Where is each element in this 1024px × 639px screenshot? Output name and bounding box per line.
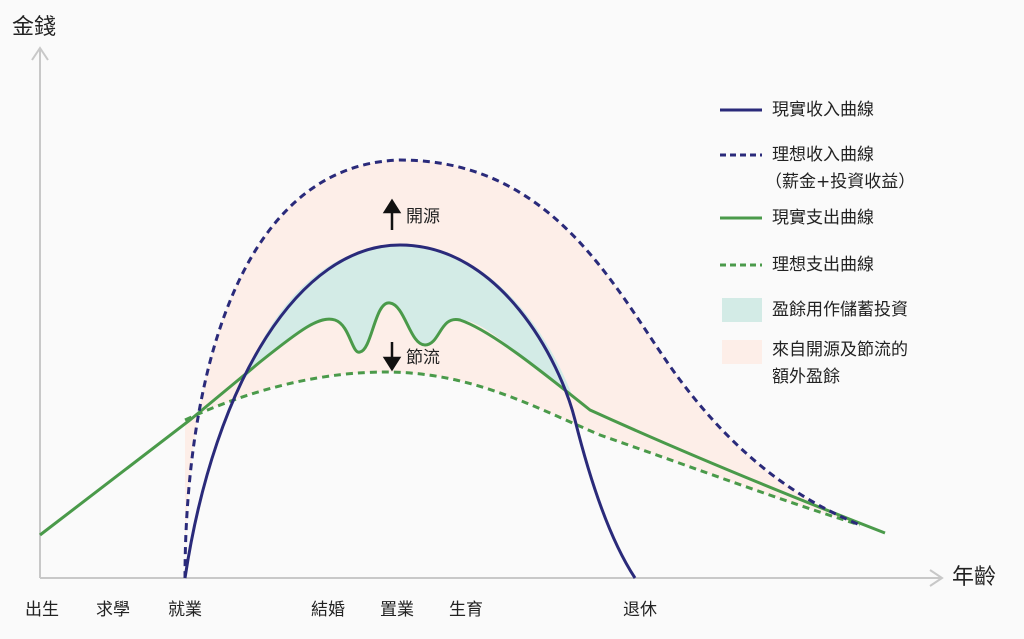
legend-label: 盈餘用作儲蓄投資	[772, 300, 908, 320]
surplus-area	[245, 245, 572, 395]
stage-label: 結婚	[311, 600, 345, 620]
legend-label: 來自開源及節流的	[772, 340, 908, 360]
ideal-expense-curve	[184, 370, 861, 527]
stage-label: 就業	[168, 600, 202, 620]
ideal-income-curve	[183, 158, 861, 579]
stage-label: 置業	[380, 600, 414, 620]
real-expense-curve	[39, 301, 886, 537]
y-axis-arrow	[31, 46, 49, 61]
stage-label: 退休	[623, 600, 657, 620]
increase-label: 開源	[406, 207, 440, 227]
legend-swatch	[722, 340, 762, 364]
legend-label: 理想支出曲線	[772, 255, 874, 275]
y-axis-title: 金錢	[12, 15, 56, 40]
legend-label: 額外盈餘	[772, 367, 840, 387]
reduce-label: 節流	[406, 348, 440, 368]
legend-label: 理想收入曲線	[772, 145, 874, 165]
legend-swatch	[722, 298, 762, 322]
reduce-arrowhead	[382, 356, 402, 372]
stage-label: 出生	[25, 600, 59, 620]
stage-label: 生育	[449, 600, 483, 620]
x-axis-title: 年齡	[952, 565, 996, 590]
increase-arrowhead	[382, 198, 402, 214]
legend-label: 現實收入曲線	[772, 100, 874, 120]
legend-label: 現實支出曲線	[772, 208, 874, 228]
x-axis-arrow	[929, 569, 944, 587]
real-income-curve	[183, 243, 637, 579]
stage-label: 求學	[96, 600, 130, 620]
legend-label: （薪金+投資收益）	[765, 172, 915, 192]
